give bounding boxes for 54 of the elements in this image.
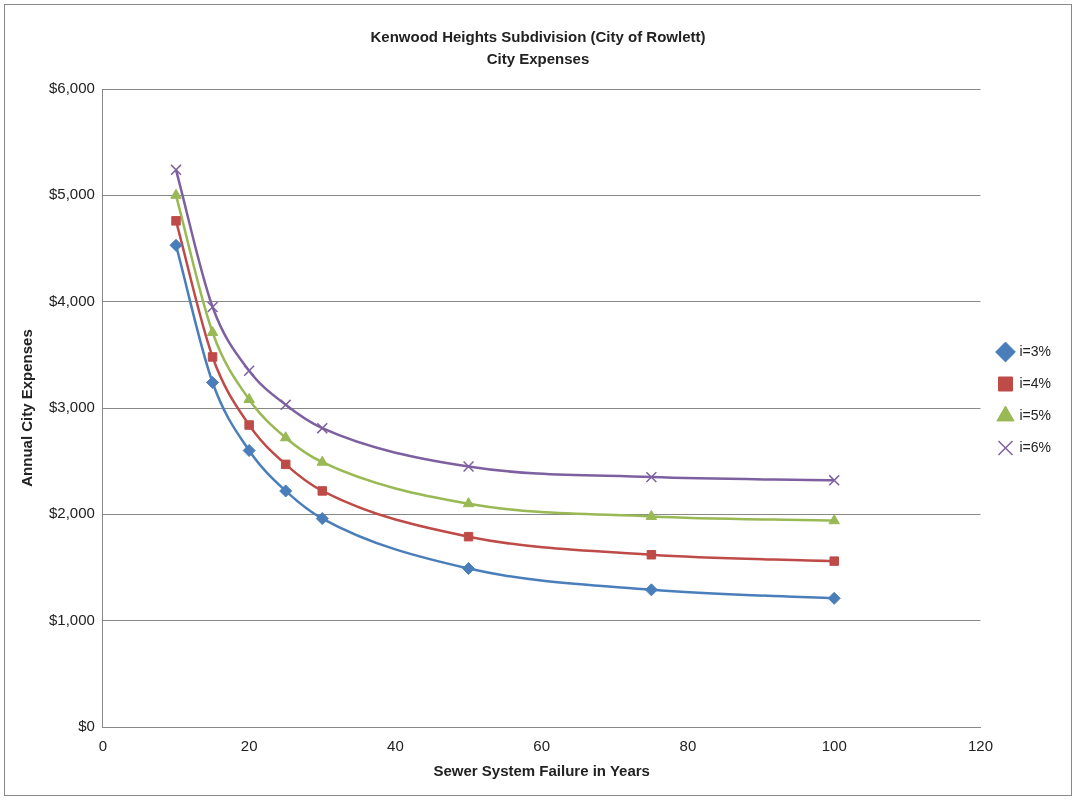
point [244, 420, 254, 430]
point [644, 583, 658, 597]
point [280, 459, 291, 470]
y-axis-title: Annual City Expenses [18, 329, 36, 487]
y-tick-label: $5,000 [48, 185, 95, 203]
x-tick-label: 80 [679, 737, 697, 755]
chart-subtitle: City Expenses [486, 50, 590, 68]
point [169, 238, 183, 252]
point [316, 422, 328, 434]
point [462, 460, 475, 473]
x-tick-label: 0 [98, 737, 108, 755]
point [206, 301, 219, 313]
x-tick-label: 120 [967, 737, 993, 755]
point [242, 444, 256, 458]
point [280, 431, 292, 442]
point [170, 164, 182, 176]
point [645, 471, 658, 483]
point [462, 497, 475, 508]
legend-label: i=3% [1019, 342, 1052, 359]
x-tick-label: 100 [821, 737, 847, 755]
point [280, 399, 292, 411]
point [315, 512, 329, 526]
x-axis-title: Sewer System Failure in Years [433, 762, 650, 780]
point [317, 486, 328, 496]
x-tick-label: 60 [533, 737, 551, 755]
point [462, 562, 476, 576]
legend-label: i=6% [1019, 438, 1052, 455]
point [170, 188, 182, 199]
point [645, 509, 658, 520]
y-tick-label: $0 [78, 717, 95, 735]
point [206, 326, 219, 336]
point [243, 365, 255, 377]
point [243, 392, 255, 403]
y-tick-label: $4,000 [48, 291, 95, 309]
point [646, 550, 657, 560]
point [171, 216, 181, 226]
point [279, 484, 293, 498]
x-tick-label: 20 [240, 737, 258, 755]
point [207, 352, 218, 362]
point [206, 375, 220, 389]
y-tick-label: $3,000 [48, 398, 95, 416]
point [463, 531, 474, 542]
y-tick-label: $1,000 [48, 610, 95, 628]
y-tick-label: $2,000 [48, 504, 95, 522]
point [829, 556, 839, 566]
x-tick-label: 40 [387, 737, 404, 755]
point [827, 591, 841, 605]
point [828, 514, 840, 525]
legend-label: i=5% [1019, 406, 1052, 423]
chart-title: Kenwood Heights Subdivision (City of Rowlett) [370, 28, 706, 46]
point [828, 474, 840, 487]
point [316, 455, 328, 466]
legend-label: i=4% [1019, 374, 1052, 391]
y-tick-label: $6,000 [48, 79, 95, 97]
